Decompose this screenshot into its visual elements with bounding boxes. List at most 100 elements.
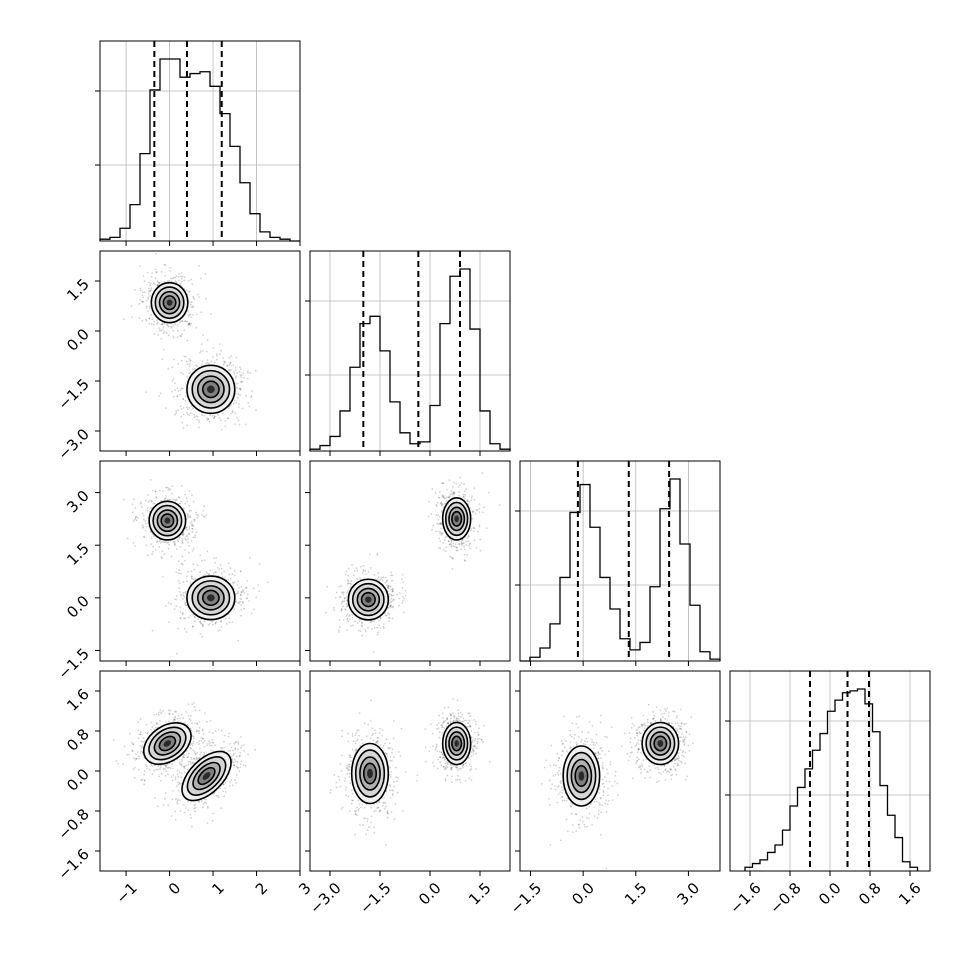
sample-point [389, 742, 391, 744]
sample-point [399, 754, 402, 757]
sample-point [390, 597, 393, 600]
sample-point [187, 616, 190, 619]
sample-point [438, 497, 441, 499]
sample-point [161, 540, 164, 543]
sample-point [483, 506, 485, 509]
sample-point [210, 620, 212, 623]
sample-point [228, 732, 231, 735]
sample-point [190, 539, 193, 542]
sample-point [443, 768, 446, 771]
sample-point [198, 801, 201, 803]
sample-point [137, 729, 140, 732]
sample-point [181, 613, 184, 615]
sample-point [164, 797, 166, 800]
sample-point [141, 512, 144, 515]
sample-point [467, 535, 470, 537]
sample-point [177, 363, 180, 365]
sample-point [181, 760, 183, 763]
sample-point [212, 741, 215, 744]
sample-point [229, 621, 231, 623]
sample-point [208, 420, 211, 423]
sample-point [150, 275, 153, 278]
sample-point [237, 406, 240, 408]
sample-point [184, 502, 187, 505]
sample-point [396, 593, 398, 596]
sample-point [181, 333, 183, 336]
sample-point [394, 766, 397, 769]
sample-point [140, 289, 142, 292]
sample-point [187, 541, 189, 544]
sample-point [197, 800, 200, 803]
sample-point [360, 624, 363, 627]
sample-point [194, 536, 197, 539]
sample-point [389, 588, 392, 591]
sample-point [139, 745, 142, 747]
sample-point [387, 612, 389, 614]
sample-point [171, 492, 173, 495]
sample-point [156, 322, 158, 325]
sample-point [228, 356, 231, 359]
sample-point [140, 750, 143, 753]
sample-point [133, 498, 135, 501]
sample-point [193, 298, 196, 301]
sample-point [141, 524, 144, 527]
sample-point [227, 417, 230, 420]
sample-point [243, 744, 245, 746]
sample-point [191, 527, 194, 530]
sample-point [185, 535, 188, 538]
sample-point [135, 515, 137, 518]
sample-point [174, 598, 176, 601]
sample-point [143, 780, 146, 782]
sample-point [227, 735, 230, 738]
sample-point [214, 561, 217, 564]
sample-point [163, 553, 166, 555]
sample-point [452, 545, 455, 547]
sample-point [223, 360, 225, 363]
sample-point [212, 347, 215, 349]
sample-point [392, 737, 395, 740]
sample-point [453, 491, 456, 494]
sample-point [388, 613, 390, 616]
sample-point [188, 527, 191, 530]
sample-point [390, 571, 393, 574]
sample-point [194, 803, 197, 805]
sample-point [447, 540, 450, 543]
sample-point [401, 573, 404, 576]
sample-point [245, 765, 247, 767]
sample-point [228, 368, 231, 371]
sample-point [170, 325, 172, 328]
sample-point [162, 804, 165, 806]
sample-point [463, 483, 465, 485]
sample-point [148, 322, 151, 325]
sample-point [177, 580, 180, 582]
sample-point [182, 534, 185, 537]
sample-point [371, 620, 373, 622]
sample-point [176, 769, 179, 772]
sample-point [167, 488, 170, 491]
sample-point [388, 601, 391, 604]
sample-point [181, 275, 184, 278]
sample-point [397, 604, 400, 607]
sample-point [185, 395, 187, 398]
sample-point [439, 532, 441, 535]
sample-point [131, 749, 134, 752]
sample-point [234, 748, 237, 750]
sample-point [236, 590, 239, 593]
sample-point [178, 782, 181, 785]
sample-point [450, 539, 453, 542]
sample-point [180, 764, 183, 767]
sample-point [251, 390, 253, 392]
sample-point [222, 783, 225, 786]
sample-point [186, 363, 189, 366]
sample-point [405, 771, 407, 773]
sample-point [390, 601, 392, 603]
sample-point [351, 735, 354, 737]
sample-point [340, 608, 343, 611]
sample-point [239, 594, 242, 596]
sample-point [159, 489, 161, 492]
sample-point [341, 806, 344, 809]
sample-point [361, 803, 364, 806]
sample-point [211, 819, 214, 822]
sample-point [364, 570, 367, 572]
sample-point [150, 287, 153, 289]
